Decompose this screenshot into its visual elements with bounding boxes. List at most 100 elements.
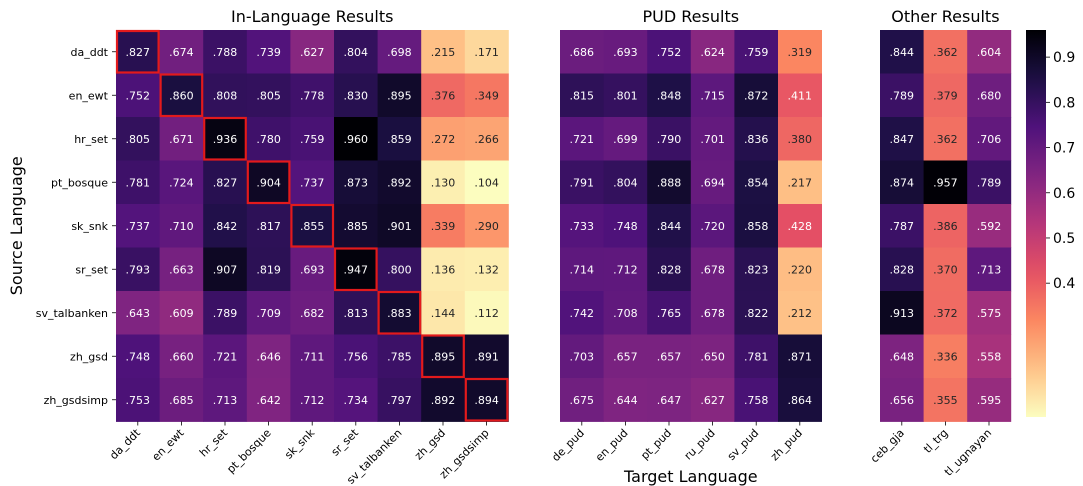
heatmap-cell [647, 247, 692, 292]
heatmap-cell [246, 334, 291, 379]
cell-value-label: .319 [788, 46, 813, 59]
heatmap-cell [647, 160, 692, 205]
heatmap-cell [159, 204, 204, 248]
panel-title-pud: PUD Results [643, 7, 740, 26]
cell-value-label: .756 [344, 350, 369, 363]
cell-value-label: .789 [213, 307, 238, 320]
y-axis-title: Source Language [7, 156, 26, 295]
col-tick-label-hr-set: hr_set [197, 426, 231, 460]
col-tick-label-de-pud: de_pud [549, 426, 587, 464]
heatmap-cell [603, 30, 648, 74]
heatmap-cell [967, 73, 1012, 118]
panel-title-in-language: In-Language Results [231, 7, 393, 26]
cell-value-label: .721 [570, 133, 595, 146]
panel-title-other: Other Results [891, 7, 999, 26]
heatmap-cell [923, 73, 968, 118]
heatmap-cell [880, 30, 924, 74]
cell-value-label: .907 [213, 263, 238, 276]
heatmap-cell [923, 247, 968, 292]
cell-value-label: .144 [431, 307, 456, 320]
cell-value-label: .791 [570, 176, 595, 189]
heatmap-cell [464, 204, 509, 248]
cell-value-label: .947 [344, 263, 369, 276]
heatmap-cell [377, 204, 422, 248]
cell-value-label: .675 [570, 394, 595, 407]
cell-value-label: .828 [890, 263, 915, 276]
cell-value-label: .854 [744, 176, 769, 189]
cell-value-label: .913 [890, 307, 915, 320]
colorbar-tick-label: 0.7 [1053, 141, 1075, 157]
col-tick-label-ceb-gja: ceb_gja [868, 426, 907, 465]
cell-value-label: .781 [744, 350, 769, 363]
heatmap-cell [334, 117, 378, 161]
col-tick-label-sk-snk: sk_snk [282, 426, 318, 462]
cell-value-label: .660 [169, 350, 194, 363]
heatmap-cell [967, 117, 1012, 161]
diagonal-highlight-box [464, 377, 509, 422]
heatmap-cell [246, 204, 291, 248]
cell-value-label: .428 [788, 220, 813, 233]
cell-value-label: .678 [700, 307, 725, 320]
heatmap-cell [464, 30, 509, 74]
heatmap-cell [734, 247, 779, 292]
heatmap-cell [159, 160, 204, 205]
cell-value-label: .372 [933, 307, 958, 320]
cell-value-label: .644 [613, 394, 638, 407]
heatmap-cell [464, 117, 509, 161]
cell-value-label: .712 [613, 263, 638, 276]
cell-value-label: .715 [700, 89, 725, 102]
cell-value-label: .759 [300, 133, 325, 146]
cell-value-label: .693 [613, 46, 638, 59]
cell-value-label: .733 [570, 220, 595, 233]
heatmap-cell [377, 117, 422, 161]
cell-value-label: .627 [700, 394, 725, 407]
heatmap-cell [603, 160, 648, 205]
cell-value-label: .780 [256, 133, 281, 146]
cell-value-label: .217 [788, 176, 813, 189]
cell-value-label: .789 [890, 89, 915, 102]
heatmap-cell [967, 334, 1012, 379]
cell-value-label: .336 [933, 350, 958, 363]
heatmap-cell [159, 117, 204, 161]
heatmap-cell [923, 378, 968, 422]
col-tick-label-sr-set: sr_set [329, 426, 362, 459]
heatmap-cell [560, 291, 604, 335]
cell-value-label: .595 [977, 394, 1002, 407]
cell-value-label: .362 [933, 133, 958, 146]
heatmap-cell [334, 334, 378, 379]
cell-value-label: .804 [344, 46, 369, 59]
cell-value-label: .787 [890, 220, 915, 233]
heatmap-cell [290, 204, 335, 248]
cell-value-label: .711 [300, 350, 325, 363]
cell-value-label: .822 [744, 307, 769, 320]
cell-value-label: .895 [387, 89, 412, 102]
heatmap-cell [290, 291, 335, 335]
cell-value-label: .813 [344, 307, 369, 320]
cell-value-label: .709 [256, 307, 281, 320]
cell-value-label: .804 [613, 176, 638, 189]
heatmap-cell [967, 378, 1012, 422]
heatmap-cell [377, 378, 422, 422]
heatmap-cell [246, 160, 291, 205]
cell-value-label: .212 [788, 307, 813, 320]
heatmap-cell [880, 378, 924, 422]
col-tick-label-tl-trg: tl_trg [921, 426, 950, 455]
heatmap-cell [159, 334, 204, 379]
heatmap-cell [923, 291, 968, 335]
heatmap-cell [603, 291, 648, 335]
heatmap-cell [778, 204, 822, 248]
heatmap-cell [116, 73, 160, 118]
heatmap-cell [560, 117, 604, 161]
cell-value-label: .858 [744, 220, 769, 233]
cell-value-label: .748 [613, 220, 638, 233]
cell-value-label: .721 [213, 350, 238, 363]
cell-value-label: .894 [474, 394, 499, 407]
row-tick-label-sk-snk: sk_snk [71, 220, 108, 233]
heatmap-cell [560, 334, 604, 379]
cell-value-label: .874 [890, 176, 915, 189]
cell-value-label: .693 [300, 263, 325, 276]
cell-value-label: .830 [344, 89, 369, 102]
heatmap-cell [203, 30, 248, 74]
cell-value-label: .790 [657, 133, 682, 146]
heatmap-cell [734, 204, 779, 248]
